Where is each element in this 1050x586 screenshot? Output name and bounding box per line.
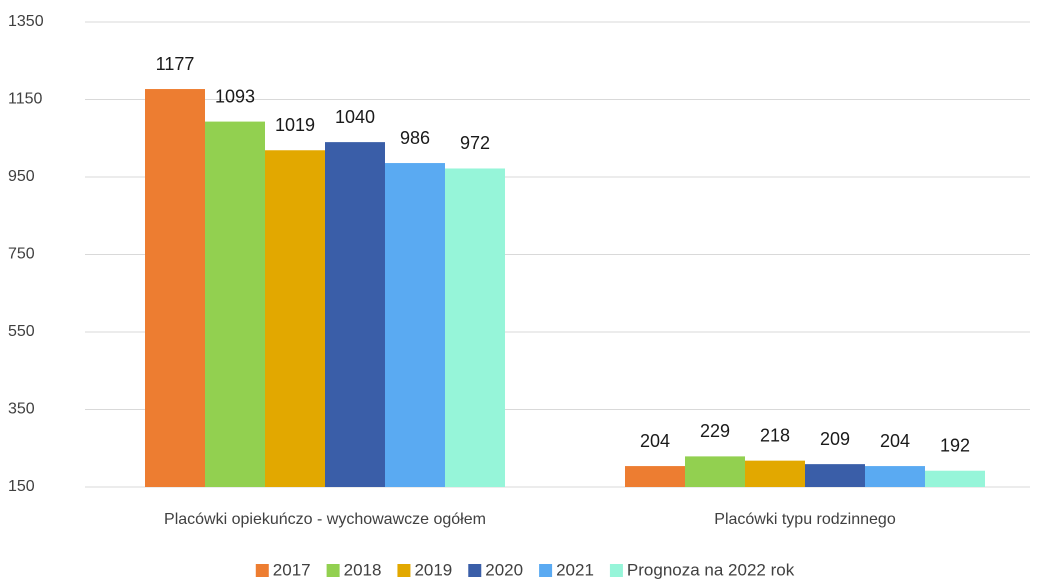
legend-label: 2018 [344,560,382,579]
bar [145,89,205,487]
y-tick-label: 350 [8,401,35,418]
y-tick-label: 1350 [8,13,44,30]
bar [865,466,925,487]
value-label: 204 [880,431,910,451]
bar [265,150,325,487]
x-tick-label: Placówki typu rodzinnego [714,511,896,528]
value-label: 209 [820,429,850,449]
value-label: 204 [640,431,670,451]
legend-label: 2017 [273,560,311,579]
value-label: 972 [460,133,490,153]
bar [685,456,745,487]
bar [805,464,865,487]
bar [325,142,385,487]
legend-label: 2020 [485,560,523,579]
y-tick-label: 750 [8,246,35,263]
bar [205,121,265,488]
legend-swatch [468,564,482,577]
legend-label: 2021 [556,560,594,579]
bar [625,466,685,487]
bar [925,470,985,487]
y-tick-label: 950 [8,168,35,185]
value-label: 1177 [156,54,195,74]
legend-swatch [397,564,411,577]
legend-swatch [609,564,623,577]
legend-label: 2019 [414,560,452,579]
value-label: 1040 [335,107,375,127]
bar [745,460,805,487]
y-tick-label: 150 [8,478,35,495]
value-label: 1093 [215,86,255,106]
value-label: 1019 [275,115,315,135]
value-label: 218 [760,425,790,445]
value-label: 192 [940,435,970,455]
y-tick-label: 1150 [8,91,43,108]
y-tick-label: 550 [8,323,35,340]
legend-swatch [326,564,340,577]
legend-label: Prognoza na 2022 rok [627,560,795,579]
legend-swatch [539,564,553,577]
bar [385,163,445,488]
bar [445,168,505,487]
value-label: 229 [700,421,730,441]
legend-swatch [255,564,269,577]
x-tick-label: Placówki opiekuńczo - wychowawcze ogółem [164,511,486,528]
value-label: 986 [400,128,430,148]
